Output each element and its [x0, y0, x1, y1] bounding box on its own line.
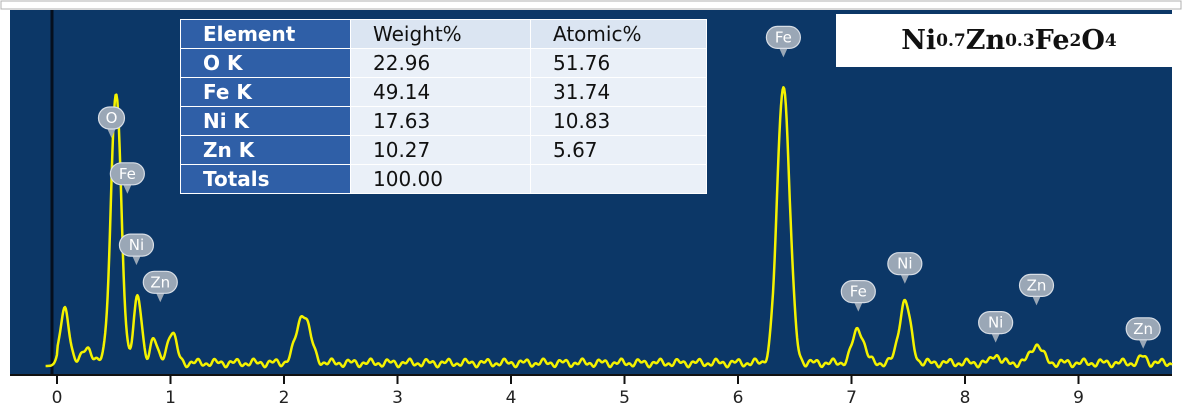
- peak-label-pointer: [122, 182, 133, 194]
- atomic-cell: 10.83: [530, 106, 707, 136]
- peak-label-text: Zn: [1133, 320, 1153, 338]
- peak-label-text: Fe: [119, 165, 136, 183]
- peak-label: Ni: [978, 311, 1014, 343]
- peak-label-bubble: [765, 25, 802, 49]
- formula-zn-subscript: 0.3: [1005, 30, 1035, 51]
- peak-label-bubble: [1125, 317, 1161, 341]
- peak-label: Ni: [118, 233, 155, 266]
- peak-label: Fe: [109, 162, 145, 194]
- formula-zn: Zn: [965, 25, 1006, 56]
- formula-fe-subscript: 2: [1069, 30, 1082, 51]
- header-weight: Weight%: [350, 19, 531, 49]
- weight-cell: 100.00: [350, 164, 531, 194]
- element-cell: Totals: [180, 164, 351, 194]
- x-tick-label: 9: [1073, 388, 1084, 405]
- peak-label: Zn: [142, 270, 178, 303]
- atomic-cell: 51.76: [530, 48, 707, 78]
- weight-cell: 49.14: [350, 77, 531, 107]
- compound-formula: Ni 0.7 Zn 0.3 Fe 2 O 4: [836, 14, 1182, 67]
- peak-label: Fe: [840, 280, 876, 312]
- peak-label-pointer: [106, 127, 117, 138]
- weight-cell: 22.96: [350, 48, 531, 78]
- peak-label-text: Ni: [988, 314, 1003, 332]
- peak-label: O: [97, 106, 126, 138]
- atomic-cell: 5.67: [530, 135, 707, 165]
- peak-label-bubble: [887, 252, 923, 276]
- table-header-row: Element Weight% Atomic%: [180, 19, 707, 49]
- peak-label-pointer: [778, 46, 789, 58]
- x-tick-label: 7: [846, 388, 857, 405]
- x-tick-label: 6: [733, 388, 744, 405]
- peak-label-pointer: [155, 291, 166, 303]
- table-row: Zn K 10.27 5.67: [180, 135, 707, 165]
- spectrum-line: [45, 86, 1173, 369]
- x-tick-label: 0: [52, 388, 63, 405]
- table-row: Ni K 17.63 10.83: [180, 106, 707, 136]
- peak-label-text: Ni: [129, 236, 144, 254]
- element-cell: Zn K: [180, 135, 351, 165]
- peak-label-bubble: [118, 233, 155, 257]
- table-row: Fe K 49.14 31.74: [180, 77, 707, 107]
- composition-table: Element Weight% Atomic% O K 22.96 51.76 …: [180, 19, 707, 194]
- x-tick-label: 1: [165, 388, 176, 405]
- weight-cell: 17.63: [350, 106, 531, 136]
- peak-label-text: Ni: [897, 255, 912, 273]
- formula-ni: Ni: [901, 25, 937, 56]
- element-cell: Ni K: [180, 106, 351, 136]
- x-tick-label: 5: [619, 388, 630, 405]
- peak-label-text: Fe: [775, 28, 792, 46]
- peak-label-bubble: [109, 162, 145, 186]
- atomic-cell: 31.74: [530, 77, 707, 107]
- peak-label: Fe: [765, 25, 802, 58]
- formula-ni-subscript: 0.7: [936, 30, 966, 51]
- header-element: Element: [180, 19, 351, 49]
- weight-cell: 10.27: [350, 135, 531, 165]
- peak-label-bubble: [142, 270, 178, 294]
- peak-label-text: O: [106, 109, 118, 127]
- peak-label-pointer: [899, 272, 910, 284]
- peak-label-text: Zn: [150, 273, 170, 291]
- peak-label-text: Zn: [1027, 276, 1047, 294]
- peak-label-text: Fe: [850, 283, 867, 301]
- x-axis-ticks: 0 1 2 3 4 5 6 7 8 9: [52, 375, 1084, 405]
- formula-o-subscript: 4: [1104, 30, 1117, 51]
- peak-label: Zn: [1018, 273, 1055, 306]
- header-atomic: Atomic%: [530, 19, 707, 49]
- formula-o: O: [1081, 25, 1105, 56]
- x-tick-label: 2: [279, 388, 290, 405]
- outer-frame: [0, 0, 1182, 10]
- peak-label-pointer: [1138, 337, 1149, 349]
- peak-label-bubble: [97, 106, 126, 130]
- peak-label-pointer: [990, 331, 1001, 343]
- x-tick-label: 4: [506, 388, 517, 405]
- peak-label-bubble: [840, 280, 876, 304]
- table-row: Totals 100.00: [180, 164, 707, 194]
- element-cell: Fe K: [180, 77, 351, 107]
- peak-label-pointer: [853, 300, 864, 312]
- peak-label-pointer: [1031, 294, 1042, 306]
- atomic-cell: [530, 164, 707, 194]
- peak-labels: O Fe Ni Zn Fe Fe Ni Ni Zn Zn: [97, 25, 1161, 349]
- element-cell: O K: [180, 48, 351, 78]
- x-tick-label: 8: [960, 388, 971, 405]
- peak-label-bubble: [1018, 273, 1055, 297]
- peak-label-bubble: [978, 311, 1014, 335]
- peak-label: Ni: [887, 252, 923, 284]
- peak-label-pointer: [131, 254, 142, 266]
- x-tick-label: 3: [392, 388, 403, 405]
- formula-fe: Fe: [1034, 25, 1070, 56]
- table-row: O K 22.96 51.76: [180, 48, 707, 78]
- peak-label: Zn: [1125, 317, 1161, 349]
